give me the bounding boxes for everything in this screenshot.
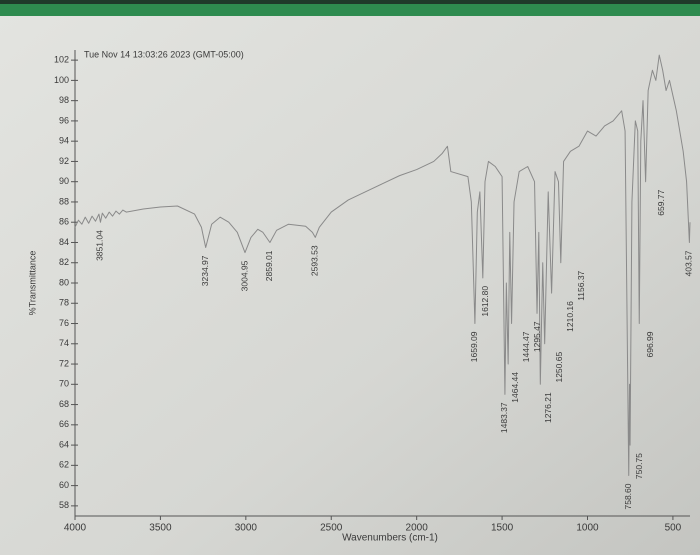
y-tick-label: 76: [59, 318, 69, 328]
peak-label: 3851.04: [95, 230, 105, 261]
y-tick-label: 60: [59, 480, 69, 490]
y-tick-label: 64: [59, 439, 69, 449]
peak-label: 1659.09: [469, 331, 479, 362]
peak-label: 758.60: [623, 483, 633, 509]
y-tick-label: 94: [59, 136, 69, 146]
peak-label: 1295.47: [532, 321, 542, 352]
peak-label: 1276.21: [543, 392, 553, 423]
y-tick-label: 70: [59, 379, 69, 389]
y-tick-label: 100: [54, 75, 69, 85]
peak-label: 1483.37: [499, 402, 509, 433]
y-tick-label: 82: [59, 257, 69, 267]
y-tick-label: 66: [59, 419, 69, 429]
peak-label: 1250.65: [554, 352, 564, 383]
y-axis-label: %Transmittance: [27, 251, 37, 316]
peak-label: 1444.47: [521, 331, 531, 362]
y-tick-label: 74: [59, 338, 69, 348]
peak-label: 3004.95: [239, 260, 249, 291]
x-axis-label: Wavenumbers (cm-1): [342, 533, 438, 544]
peak-label: 659.77: [656, 189, 666, 215]
y-tick-label: 96: [59, 115, 69, 125]
y-tick-label: 88: [59, 196, 69, 206]
x-tick-label: 2000: [406, 523, 429, 534]
y-tick-label: 90: [59, 176, 69, 186]
y-tick-label: 102: [54, 55, 69, 65]
y-tick-label: 92: [59, 156, 69, 166]
chart-title: Tue Nov 14 13:03:26 2023 (GMT-05:00): [84, 49, 244, 59]
y-tick-label: 68: [59, 399, 69, 409]
peak-label: 2593.53: [310, 245, 320, 276]
y-tick-label: 58: [59, 500, 69, 510]
peak-label: 1210.16: [565, 301, 575, 332]
x-tick-label: 3000: [235, 523, 258, 534]
peak-label: 2859.01: [264, 250, 274, 281]
y-tick-label: 98: [59, 95, 69, 105]
top-shadow: [0, 0, 700, 4]
y-tick-label: 86: [59, 217, 69, 227]
peak-label: 750.75: [634, 453, 644, 479]
y-tick-label: 78: [59, 298, 69, 308]
x-tick-label: 1000: [576, 523, 599, 534]
x-tick-label: 2500: [320, 523, 343, 534]
y-tick-label: 62: [59, 460, 69, 470]
x-tick-label: 500: [665, 523, 682, 534]
peak-label: 3234.97: [200, 255, 210, 286]
x-tick-label: 4000: [64, 523, 87, 534]
x-tick-label: 3500: [149, 523, 172, 534]
peak-label: 1464.44: [510, 372, 520, 403]
peak-label: 1156.37: [576, 270, 586, 300]
y-tick-label: 80: [59, 277, 69, 287]
peak-label: 696.99: [645, 331, 655, 357]
x-tick-label: 1500: [491, 523, 514, 534]
peak-label: 403.57: [684, 250, 694, 276]
y-tick-label: 72: [59, 358, 69, 368]
peak-label: 1612.80: [480, 286, 490, 317]
spectrum-line: [74, 54, 691, 476]
y-tick-label: 84: [59, 237, 69, 247]
